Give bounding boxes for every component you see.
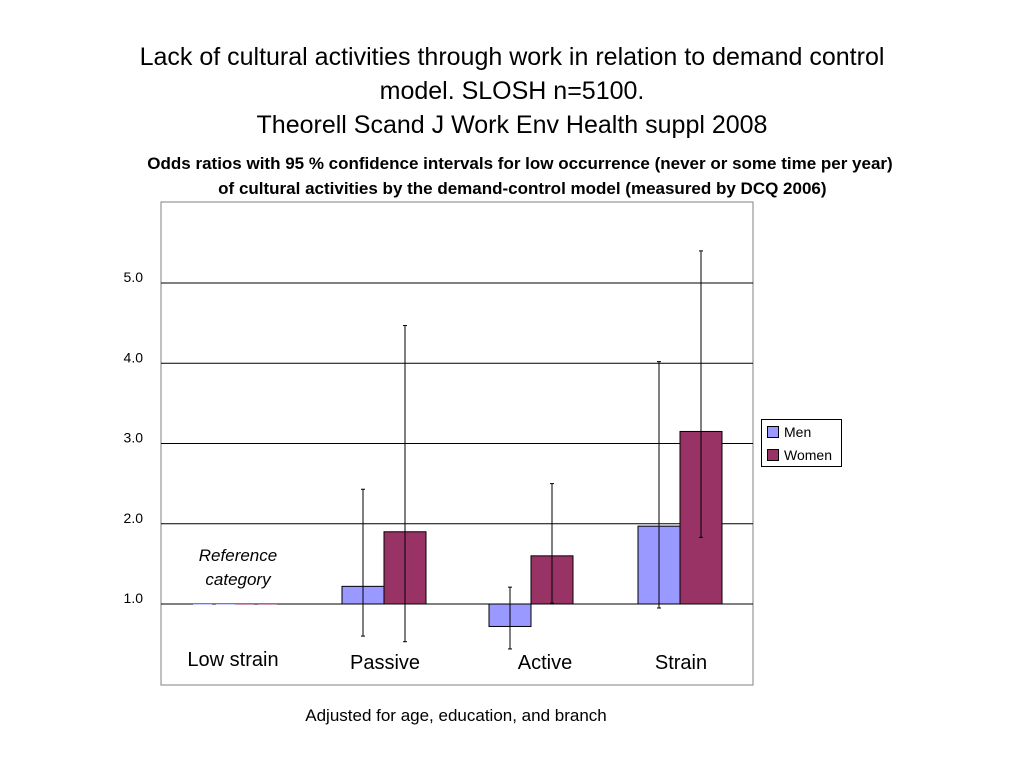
y-tick-label: 1.0 [124,590,144,606]
y-tick-label: 3.0 [124,430,144,446]
chart-title-line-1: Lack of cultural activities through work… [139,43,885,71]
chart-title-line-3: Theorell Scand J Work Env Health suppl 2… [256,111,768,139]
category-label-low-strain: Low strain [187,649,279,671]
legend-swatch-men [767,425,779,438]
chart-subtitle: Odds ratios with 95 % confidence interva… [60,151,980,201]
category-label-active: Active [517,652,573,674]
legend-item-women: Women [762,443,841,466]
reference-note-line-1: Reference [198,546,278,565]
legend-swatch-women [767,448,779,461]
reference-category-note: Reference category [173,544,303,592]
y-tick-label: 4.0 [124,349,144,365]
chart-title: Lack of cultural activities through work… [40,40,984,142]
legend-label-women: Women [784,446,832,463]
category-label-strain: Strain [654,652,708,674]
legend-item-men: Men [762,420,841,443]
chart-legend: Men Women [761,419,842,467]
y-tick-label: 2.0 [124,510,144,526]
reference-note-line-2: category [205,570,271,589]
category-label-passive: Passive [349,652,421,674]
y-tick-label: 5.0 [124,269,144,285]
chart-subtitle-line-1: Odds ratios with 95 % confidence interva… [147,154,893,173]
chart-title-line-2: model. SLOSH n=5100. [379,77,645,105]
legend-label-men: Men [784,423,812,440]
chart-subtitle-line-2: of cultural activities by the demand-con… [213,179,827,198]
footnote: Adjusted for age, education, and branch [305,706,607,725]
